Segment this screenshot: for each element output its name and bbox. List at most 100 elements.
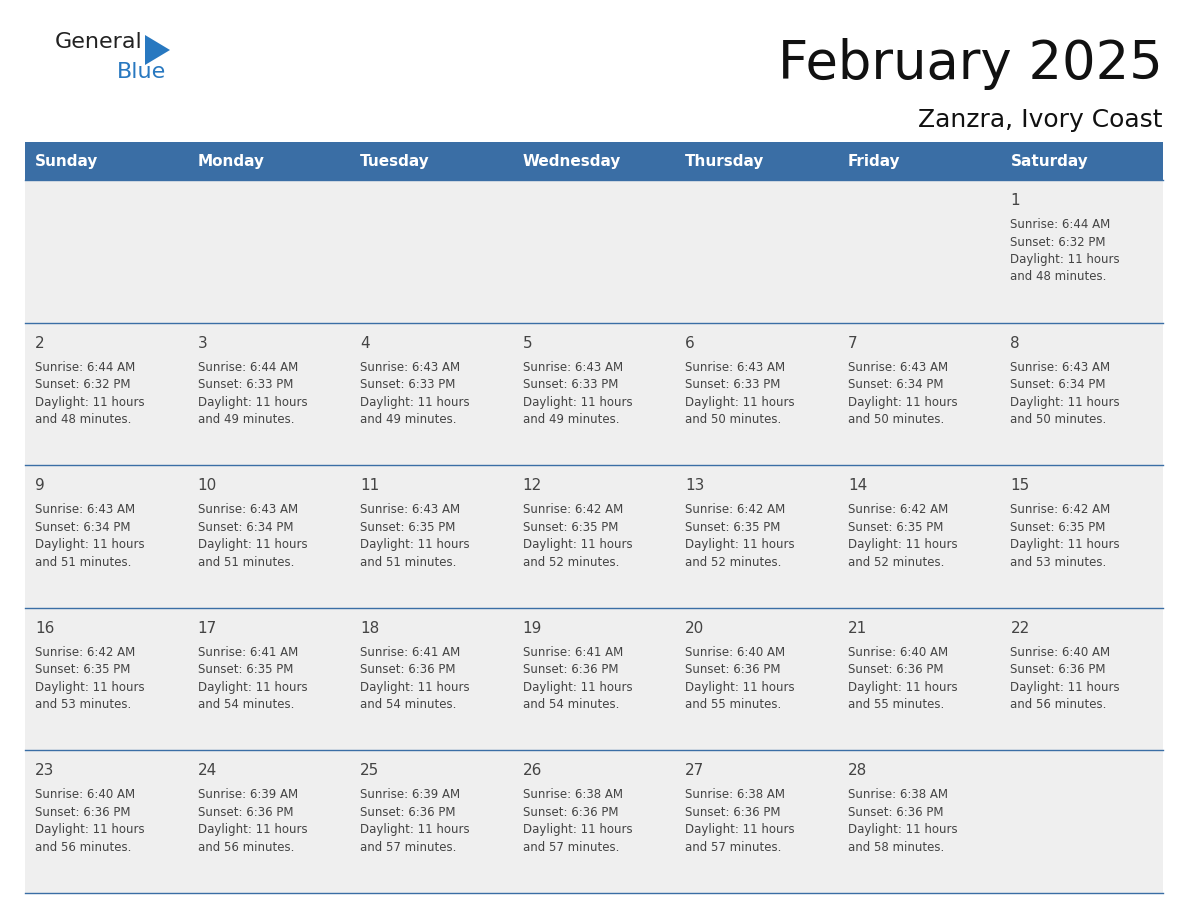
Text: Daylight: 11 hours: Daylight: 11 hours <box>197 823 308 836</box>
Text: Sunset: 6:35 PM: Sunset: 6:35 PM <box>685 521 781 533</box>
Text: Sunset: 6:36 PM: Sunset: 6:36 PM <box>685 806 781 819</box>
Text: and 51 minutes.: and 51 minutes. <box>34 555 132 568</box>
Text: Daylight: 11 hours: Daylight: 11 hours <box>848 681 958 694</box>
Text: Daylight: 11 hours: Daylight: 11 hours <box>685 823 795 836</box>
Text: 14: 14 <box>848 478 867 493</box>
Text: Sunset: 6:36 PM: Sunset: 6:36 PM <box>848 664 943 677</box>
Text: and 55 minutes.: and 55 minutes. <box>685 699 782 711</box>
Text: Sunrise: 6:40 AM: Sunrise: 6:40 AM <box>685 645 785 659</box>
Bar <box>25 180 1163 322</box>
Text: 23: 23 <box>34 764 55 778</box>
Text: 7: 7 <box>848 336 858 351</box>
Text: and 48 minutes.: and 48 minutes. <box>34 413 132 426</box>
Text: Daylight: 11 hours: Daylight: 11 hours <box>1011 396 1120 409</box>
Text: Sunset: 6:33 PM: Sunset: 6:33 PM <box>685 378 781 391</box>
Text: Tuesday: Tuesday <box>360 153 430 169</box>
Text: Daylight: 11 hours: Daylight: 11 hours <box>685 681 795 694</box>
Text: 13: 13 <box>685 478 704 493</box>
Text: Sunrise: 6:38 AM: Sunrise: 6:38 AM <box>523 789 623 801</box>
Text: Daylight: 11 hours: Daylight: 11 hours <box>685 396 795 409</box>
Text: 8: 8 <box>1011 336 1020 351</box>
Text: Daylight: 11 hours: Daylight: 11 hours <box>523 823 632 836</box>
Text: 2: 2 <box>34 336 45 351</box>
Text: Sunrise: 6:42 AM: Sunrise: 6:42 AM <box>523 503 623 516</box>
Text: Daylight: 11 hours: Daylight: 11 hours <box>360 823 469 836</box>
Text: 6: 6 <box>685 336 695 351</box>
Bar <box>25 608 1163 750</box>
Text: Sunset: 6:36 PM: Sunset: 6:36 PM <box>685 664 781 677</box>
Text: and 53 minutes.: and 53 minutes. <box>34 699 131 711</box>
Text: Sunrise: 6:41 AM: Sunrise: 6:41 AM <box>360 645 461 659</box>
Text: Sunrise: 6:42 AM: Sunrise: 6:42 AM <box>1011 503 1111 516</box>
Text: Daylight: 11 hours: Daylight: 11 hours <box>360 681 469 694</box>
Text: Sunrise: 6:43 AM: Sunrise: 6:43 AM <box>360 361 460 374</box>
Text: Sunrise: 6:44 AM: Sunrise: 6:44 AM <box>1011 218 1111 231</box>
Text: Sunrise: 6:43 AM: Sunrise: 6:43 AM <box>848 361 948 374</box>
Text: Daylight: 11 hours: Daylight: 11 hours <box>197 396 308 409</box>
Text: 9: 9 <box>34 478 45 493</box>
Text: Daylight: 11 hours: Daylight: 11 hours <box>360 538 469 551</box>
Bar <box>25 465 1163 608</box>
Text: Sunrise: 6:44 AM: Sunrise: 6:44 AM <box>34 361 135 374</box>
Text: Sunrise: 6:42 AM: Sunrise: 6:42 AM <box>685 503 785 516</box>
Text: 5: 5 <box>523 336 532 351</box>
Text: Monday: Monday <box>197 153 265 169</box>
Text: and 56 minutes.: and 56 minutes. <box>34 841 132 854</box>
Text: Sunset: 6:35 PM: Sunset: 6:35 PM <box>1011 521 1106 533</box>
Text: and 50 minutes.: and 50 minutes. <box>685 413 782 426</box>
Text: Sunrise: 6:43 AM: Sunrise: 6:43 AM <box>34 503 135 516</box>
Text: Sunrise: 6:42 AM: Sunrise: 6:42 AM <box>34 645 135 659</box>
Text: Sunset: 6:36 PM: Sunset: 6:36 PM <box>848 806 943 819</box>
Text: and 58 minutes.: and 58 minutes. <box>848 841 944 854</box>
Text: Daylight: 11 hours: Daylight: 11 hours <box>197 681 308 694</box>
Text: and 52 minutes.: and 52 minutes. <box>848 555 944 568</box>
Text: and 55 minutes.: and 55 minutes. <box>848 699 944 711</box>
Text: 24: 24 <box>197 764 217 778</box>
Text: 15: 15 <box>1011 478 1030 493</box>
Text: and 54 minutes.: and 54 minutes. <box>523 699 619 711</box>
Text: Sunset: 6:33 PM: Sunset: 6:33 PM <box>360 378 455 391</box>
Text: Daylight: 11 hours: Daylight: 11 hours <box>34 823 145 836</box>
Text: Sunset: 6:36 PM: Sunset: 6:36 PM <box>360 664 456 677</box>
Text: and 49 minutes.: and 49 minutes. <box>197 413 295 426</box>
Bar <box>25 322 1163 465</box>
Text: Daylight: 11 hours: Daylight: 11 hours <box>1011 538 1120 551</box>
Text: 17: 17 <box>197 621 217 636</box>
Text: Sunset: 6:35 PM: Sunset: 6:35 PM <box>523 521 618 533</box>
Text: and 52 minutes.: and 52 minutes. <box>685 555 782 568</box>
Text: Sunrise: 6:43 AM: Sunrise: 6:43 AM <box>1011 361 1111 374</box>
Text: Sunrise: 6:42 AM: Sunrise: 6:42 AM <box>848 503 948 516</box>
Text: Sunrise: 6:43 AM: Sunrise: 6:43 AM <box>685 361 785 374</box>
Text: Friday: Friday <box>848 153 901 169</box>
Text: Sunday: Sunday <box>34 153 99 169</box>
Text: Sunrise: 6:38 AM: Sunrise: 6:38 AM <box>685 789 785 801</box>
Text: Sunrise: 6:41 AM: Sunrise: 6:41 AM <box>523 645 623 659</box>
Text: Daylight: 11 hours: Daylight: 11 hours <box>1011 681 1120 694</box>
Text: Sunset: 6:36 PM: Sunset: 6:36 PM <box>360 806 456 819</box>
Text: Zanzra, Ivory Coast: Zanzra, Ivory Coast <box>918 108 1163 132</box>
Text: Thursday: Thursday <box>685 153 765 169</box>
Text: Daylight: 11 hours: Daylight: 11 hours <box>34 538 145 551</box>
Text: and 57 minutes.: and 57 minutes. <box>685 841 782 854</box>
Text: Sunset: 6:32 PM: Sunset: 6:32 PM <box>1011 236 1106 249</box>
Text: 10: 10 <box>197 478 217 493</box>
Text: Sunrise: 6:39 AM: Sunrise: 6:39 AM <box>197 789 298 801</box>
Text: 16: 16 <box>34 621 55 636</box>
Text: Sunrise: 6:38 AM: Sunrise: 6:38 AM <box>848 789 948 801</box>
Text: 25: 25 <box>360 764 379 778</box>
Text: Sunset: 6:36 PM: Sunset: 6:36 PM <box>197 806 293 819</box>
Text: Sunrise: 6:43 AM: Sunrise: 6:43 AM <box>360 503 460 516</box>
Text: 12: 12 <box>523 478 542 493</box>
Text: Sunset: 6:36 PM: Sunset: 6:36 PM <box>523 806 618 819</box>
Polygon shape <box>145 35 170 65</box>
Text: Sunrise: 6:41 AM: Sunrise: 6:41 AM <box>197 645 298 659</box>
Text: Blue: Blue <box>116 62 166 82</box>
Text: Sunrise: 6:40 AM: Sunrise: 6:40 AM <box>1011 645 1111 659</box>
Text: Daylight: 11 hours: Daylight: 11 hours <box>848 823 958 836</box>
Text: Daylight: 11 hours: Daylight: 11 hours <box>34 396 145 409</box>
Text: and 51 minutes.: and 51 minutes. <box>360 555 456 568</box>
Text: and 57 minutes.: and 57 minutes. <box>360 841 456 854</box>
Text: Daylight: 11 hours: Daylight: 11 hours <box>360 396 469 409</box>
Text: Sunset: 6:35 PM: Sunset: 6:35 PM <box>360 521 455 533</box>
Text: Sunrise: 6:39 AM: Sunrise: 6:39 AM <box>360 789 460 801</box>
